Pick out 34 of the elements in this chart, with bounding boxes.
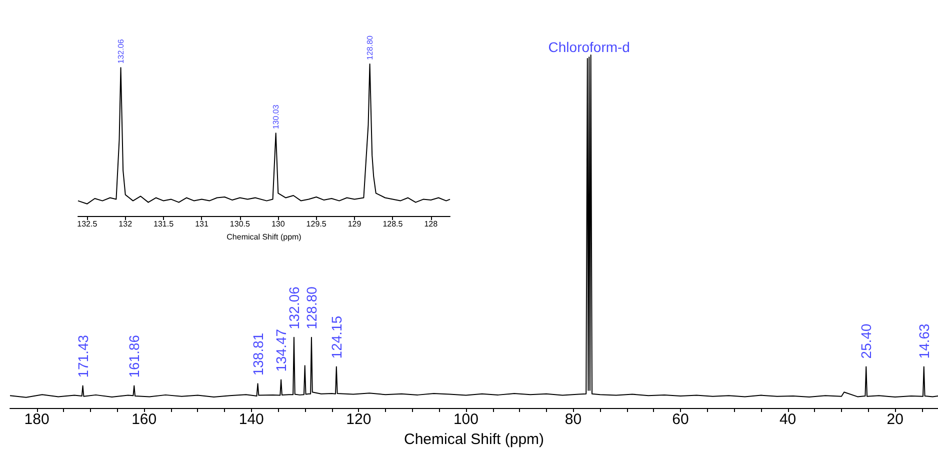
x-tick-label: 132 — [118, 220, 133, 228]
x-tick-label: 140 — [238, 411, 264, 428]
x-tick-label: 131 — [195, 220, 209, 228]
annotation: 132.06 — [286, 286, 302, 330]
x-axis-title: Chemical Shift (ppm) — [226, 232, 302, 242]
x-tick-label: 180 — [24, 411, 50, 428]
annotation: 128.80 — [303, 286, 320, 330]
x-tick-label: 129.5 — [306, 220, 327, 228]
annotation: 25.40 — [858, 323, 874, 359]
annotation: 132.06 — [116, 38, 126, 64]
annotation: 128.80 — [365, 34, 374, 60]
x-tick-label: 60 — [672, 411, 689, 428]
annotation: 14.63 — [916, 323, 932, 359]
annotation: Chloroform-d — [548, 39, 630, 55]
x-tick-label: 80 — [564, 411, 582, 428]
x-tick-label: 130 — [271, 220, 286, 228]
annotation: 130.03 — [271, 104, 280, 130]
x-tick-label: 100 — [453, 411, 478, 428]
x-tick-label: 128 — [424, 220, 438, 228]
annotation: 161.86 — [126, 334, 142, 378]
x-tick-label: 128.5 — [382, 220, 404, 228]
x-tick-label: 20 — [886, 411, 904, 428]
x-tick-label: 131.5 — [154, 220, 174, 228]
annotation: 124.15 — [328, 316, 344, 359]
x-tick-label: 160 — [132, 411, 157, 428]
annotation: 171.43 — [74, 334, 91, 378]
x-tick-label: 132.5 — [77, 220, 98, 228]
annotation: 134.47 — [273, 328, 290, 372]
x-tick-label: 40 — [779, 411, 796, 428]
x-tick-label: 129 — [348, 220, 362, 228]
x-tick-label: 120 — [346, 411, 372, 428]
x-axis-title: Chemical Shift (ppm) — [404, 430, 544, 448]
annotation: 138.81 — [250, 332, 266, 376]
x-tick-label: 130.5 — [230, 220, 250, 228]
